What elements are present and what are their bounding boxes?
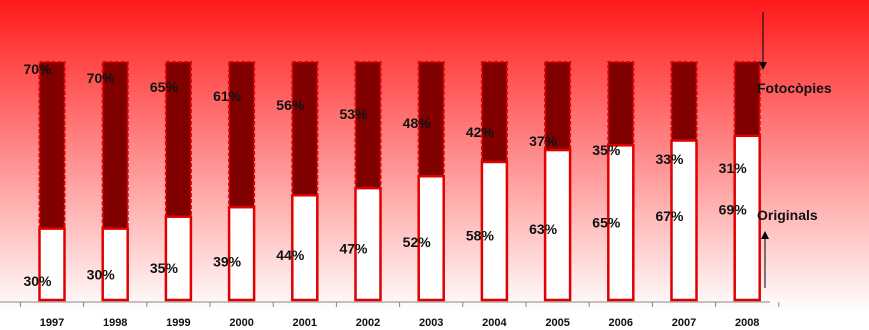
x-tick-label-2004: 2004 [482, 317, 507, 329]
bar-originals-1999 [164, 215, 193, 302]
bar-fotocopies-1998 [101, 61, 129, 230]
x-tick-label-2002: 2002 [356, 317, 380, 329]
label-fotocopies-2002: 53% [339, 106, 368, 122]
label-originals-2006: 65% [592, 215, 621, 231]
legend-arrow-down-icon [759, 12, 767, 70]
label-fotocopies-2006: 35% [592, 142, 621, 158]
bar-originals-2007 [670, 139, 698, 302]
x-tick-label-1998: 1998 [103, 317, 127, 329]
bar-originals-2004 [480, 160, 509, 302]
x-tick-label-2001: 2001 [293, 317, 317, 329]
label-originals-2003: 52% [403, 234, 432, 250]
x-tick-label-2006: 2006 [609, 317, 633, 329]
bar-originals-2006 [607, 144, 635, 302]
label-fotocopies-2000: 61% [213, 88, 242, 104]
x-tick-label-1999: 1999 [166, 317, 190, 329]
bar-originals-1997 [38, 227, 66, 302]
label-originals-1998: 30% [87, 267, 116, 283]
label-fotocopies-2008: 31% [719, 160, 748, 176]
bar-originals-2005 [543, 148, 572, 302]
label-fotocopies-2007: 33% [655, 151, 684, 167]
bar-fotocopies-2006 [607, 61, 635, 147]
bar-originals-1998 [101, 227, 129, 302]
label-originals-1997: 30% [23, 273, 52, 289]
x-tick-label-2003: 2003 [419, 317, 443, 329]
bar-originals-2000 [227, 205, 256, 302]
label-fotocopies-2005: 37% [529, 133, 558, 149]
label-originals-2008: 69% [719, 202, 748, 218]
legend-fotocopies-label: Fotocòpies [757, 80, 832, 96]
x-tick-label-2007: 2007 [672, 317, 696, 329]
bar-originals-2001 [291, 194, 319, 302]
x-tick-label-2008: 2008 [735, 317, 759, 329]
label-originals-2002: 47% [339, 241, 368, 257]
label-fotocopies-2001: 56% [276, 97, 305, 113]
bar-originals-2003 [417, 174, 445, 302]
label-fotocopies-1999: 65% [150, 79, 179, 95]
bar-originals-2002 [354, 186, 382, 302]
label-originals-2004: 58% [466, 228, 495, 244]
bar-fotocopies-2002 [354, 61, 382, 190]
label-originals-2007: 67% [655, 208, 684, 224]
label-fotocopies-1998: 70% [87, 70, 116, 86]
bar-originals-2008 [733, 134, 761, 302]
label-fotocopies-1997: 70% [23, 61, 52, 77]
bar-fotocopies-2001 [291, 61, 319, 197]
bar-fotocopies-2004 [480, 61, 508, 163]
x-tick-label-2000: 2000 [229, 317, 253, 329]
label-originals-1999: 35% [150, 260, 179, 276]
bar-fotocopies-2005 [544, 61, 572, 152]
bar-fotocopies-1997 [38, 61, 66, 230]
label-fotocopies-2003: 48% [403, 115, 432, 131]
bar-fotocopies-2007 [670, 61, 698, 142]
label-originals-2005: 63% [529, 221, 558, 237]
x-tick-label-2005: 2005 [545, 317, 569, 329]
label-originals-2000: 39% [213, 254, 242, 270]
bar-fotocopies-2008 [733, 61, 761, 137]
legend-arrow-up-icon [761, 231, 769, 288]
label-fotocopies-2004: 42% [466, 124, 495, 140]
label-originals-2001: 44% [276, 247, 305, 263]
bar-fotocopies-2000 [228, 61, 256, 209]
legend-originals-label: Originals [757, 207, 818, 223]
x-tick-label-1997: 1997 [40, 317, 64, 329]
